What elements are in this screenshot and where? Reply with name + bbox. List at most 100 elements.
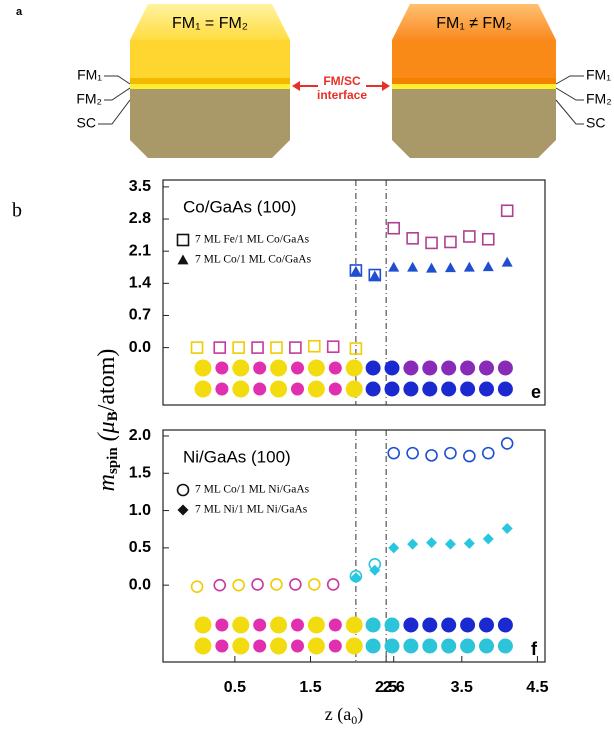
circle-marker	[481, 446, 495, 460]
circle-marker	[270, 578, 283, 591]
layer-label: FM₂	[76, 91, 102, 107]
atom	[384, 617, 400, 633]
atom	[441, 381, 457, 397]
legend-label: 7 ML Co/1 ML Ni/GaAs	[195, 484, 310, 496]
atom	[253, 382, 267, 396]
arrows	[292, 81, 390, 91]
chart-title: Ni/GaAs (100)	[183, 447, 291, 466]
x-tick-label: 3.5	[451, 679, 473, 696]
square-marker	[232, 341, 245, 354]
circle-marker	[232, 578, 245, 592]
square-marker	[406, 232, 419, 245]
atom	[328, 639, 342, 653]
atom	[460, 381, 476, 397]
diamond-marker	[463, 537, 475, 549]
atom	[365, 360, 381, 376]
atom	[479, 638, 494, 654]
atom	[479, 381, 494, 397]
atom	[270, 359, 288, 377]
atom	[497, 638, 513, 654]
triangle-marker	[482, 261, 494, 272]
triangle-marker	[369, 270, 381, 281]
layer-label: FM₁	[586, 67, 611, 83]
atom	[384, 381, 400, 397]
circle-marker	[251, 578, 264, 591]
atom	[194, 359, 212, 377]
triangle-marker	[463, 261, 475, 272]
panel-letter: e	[531, 382, 541, 402]
block-left	[130, 4, 290, 158]
square-marker	[213, 341, 227, 354]
triangle-marker	[501, 256, 513, 267]
square-marker	[349, 342, 363, 355]
triangle-marker	[407, 261, 419, 272]
atom	[215, 618, 229, 632]
atom	[307, 637, 325, 655]
diamond-marker	[426, 537, 438, 549]
square-marker	[387, 221, 401, 235]
atom	[403, 381, 419, 397]
atom	[307, 380, 325, 398]
plot-frame	[162, 179, 546, 406]
leaders	[98, 75, 584, 125]
atom	[291, 382, 304, 396]
atom	[365, 617, 381, 633]
diamond-marker	[482, 533, 494, 545]
atom	[291, 618, 304, 632]
atom	[328, 618, 342, 632]
atom	[345, 380, 363, 398]
atom	[422, 617, 438, 633]
atom	[291, 639, 304, 653]
diamond-marker	[388, 542, 400, 554]
atom	[270, 637, 288, 655]
layer-label: FM₂	[586, 91, 612, 107]
atom	[232, 359, 250, 377]
circle-marker	[500, 437, 514, 450]
atom	[403, 638, 419, 654]
atom	[365, 638, 381, 654]
atom	[384, 360, 400, 376]
x-axis-label-part: )	[357, 704, 363, 725]
atom	[328, 382, 342, 396]
square-marker	[326, 340, 340, 353]
x-axis-label: z (a0)	[325, 704, 363, 727]
atom	[215, 382, 229, 396]
square-marker	[481, 232, 495, 246]
y-axis-label-part: spin	[105, 447, 121, 474]
y-tick-label: 2.0	[129, 427, 151, 444]
atom	[441, 617, 457, 633]
x-tick-label: 2.6	[383, 679, 405, 696]
layer-label: FM₁	[77, 67, 102, 83]
atom	[384, 638, 400, 654]
diamond-marker	[407, 538, 419, 550]
atom	[403, 360, 419, 376]
atom	[345, 637, 363, 655]
circle-marker	[190, 580, 204, 593]
circle-marker	[425, 449, 438, 462]
block-right	[392, 4, 556, 158]
atom	[194, 380, 212, 398]
atom	[270, 380, 288, 398]
square-marker	[190, 341, 204, 354]
y-tick-label: 3.5	[129, 178, 151, 195]
circle-marker	[307, 578, 321, 591]
legend-label: 7 ML Fe/1 ML Co/GaAs	[195, 234, 310, 246]
circle-marker	[387, 446, 401, 460]
square-marker	[289, 341, 302, 354]
atom	[497, 381, 513, 397]
layer-label: SC	[586, 115, 605, 131]
x-axis-label-part: z (a	[325, 704, 351, 725]
atom	[194, 637, 212, 655]
atom	[365, 381, 381, 397]
y-tick-label: 1.4	[129, 275, 151, 292]
atom	[422, 381, 438, 397]
circle-marker	[326, 578, 340, 591]
y-tick-label: 0.0	[129, 576, 151, 593]
atom	[291, 361, 304, 375]
square-marker	[425, 236, 438, 250]
y-axis-label-part: m	[94, 474, 120, 491]
y-tick-label: 0.7	[129, 307, 151, 324]
atom	[270, 616, 288, 634]
interface-label: interface	[317, 88, 367, 102]
